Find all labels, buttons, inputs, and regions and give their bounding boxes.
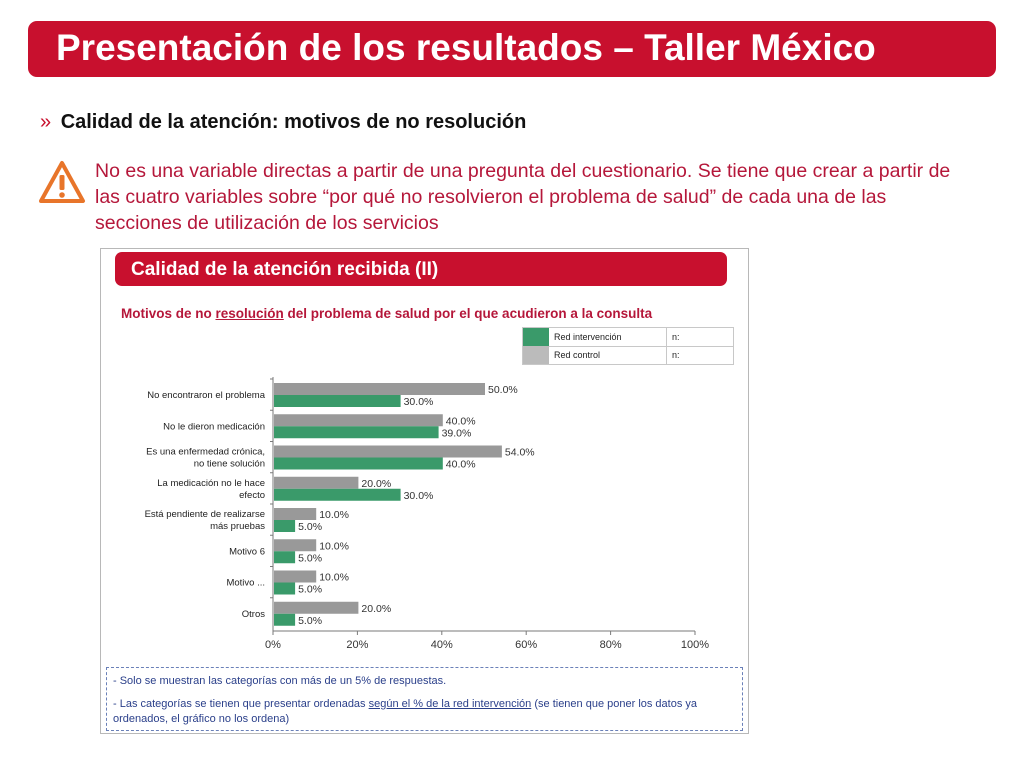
data-label-intervencion: 5.0% <box>298 552 322 564</box>
bar-control <box>274 570 317 583</box>
bar-control <box>274 383 485 395</box>
data-label-control: 10.0% <box>319 540 349 552</box>
bar-intervencion <box>274 426 439 439</box>
bar-intervencion <box>274 613 296 626</box>
slide-title: Presentación de los resultados – Taller … <box>56 27 876 68</box>
legend-label-intervencion: Red intervención <box>554 332 622 342</box>
bar-intervencion <box>274 488 401 501</box>
chart-note-2-part1: - Las categorías se tienen que presentar… <box>113 698 369 710</box>
data-label-control: 10.0% <box>319 572 349 584</box>
chart-note-2-part2: (se tienen que poner los datos ya ordena… <box>113 698 698 725</box>
category-label: No encontraron el problema <box>147 390 265 401</box>
category-label: efecto <box>239 490 265 501</box>
legend-swatch-intervencion <box>523 328 549 346</box>
data-label-control: 20.0% <box>361 478 391 490</box>
legend-swatch-control <box>523 346 549 364</box>
data-label-intervencion: 30.0% <box>404 396 434 408</box>
legend-row-control: Red control n: <box>523 346 733 364</box>
category-label: Está pendiente de realizarse <box>145 509 265 520</box>
x-tick-label: 0% <box>265 639 281 651</box>
data-label-control: 20.0% <box>361 603 391 615</box>
panel-title-bar: Calidad de la atención recibida (II) <box>115 252 727 286</box>
slide-title-bar: Presentación de los resultados – Taller … <box>28 21 996 77</box>
chart-legend: Red intervención n: Red control n: <box>522 327 734 365</box>
category-label: Motivo 6 <box>229 546 265 557</box>
bar-control <box>274 539 317 552</box>
data-label-intervencion: 5.0% <box>298 584 322 596</box>
data-label-control: 50.0% <box>488 384 518 396</box>
category-label: más pruebas <box>210 521 265 532</box>
bar-intervencion <box>274 457 443 470</box>
chart-notes-box: - Solo se muestran las categorías con má… <box>106 667 743 731</box>
bar-control <box>274 414 443 427</box>
legend-divider <box>666 346 667 364</box>
category-label: La medicación no le hace <box>157 478 265 489</box>
chart-note-1: - Solo se muestran las categorías con má… <box>113 675 447 687</box>
chart-panel: Calidad de la atención recibida (II) Mot… <box>100 248 749 734</box>
data-label-intervencion: 5.0% <box>298 521 322 533</box>
category-label: No le dieron medicación <box>163 421 265 432</box>
data-label-intervencion: 40.0% <box>446 459 476 471</box>
bar-control <box>274 508 317 520</box>
x-tick-label: 100% <box>681 639 709 651</box>
chart-title-part2: del problema de salud por el que acudier… <box>283 306 653 321</box>
warning-triangle-icon <box>39 161 85 203</box>
x-tick-label: 40% <box>431 639 453 651</box>
x-tick-label: 80% <box>600 639 622 651</box>
bar-intervencion <box>274 395 401 407</box>
legend-value-intervencion: n: <box>672 332 680 342</box>
subtitle-text: Calidad de la atención: motivos de no re… <box>60 111 527 133</box>
data-label-control: 10.0% <box>319 509 349 521</box>
legend-label-control: Red control <box>554 350 601 360</box>
panel-title: Calidad de la atención recibida (II) <box>131 259 439 280</box>
data-label-control: 54.0% <box>505 447 535 459</box>
chart-note-2-underlined: según el % de la red intervención <box>368 698 532 710</box>
warning-note: No es una variable directas a partir de … <box>95 160 951 234</box>
category-label: Otros <box>242 609 265 620</box>
chart-note-2: - Las categorías se tienen que presentar… <box>113 697 733 727</box>
data-label-intervencion: 5.0% <box>298 615 322 627</box>
data-label-intervencion: 39.0% <box>442 427 472 439</box>
bar-intervencion <box>274 520 296 532</box>
subtitle-marker: » <box>40 111 52 133</box>
legend-row-intervencion: Red intervención n: <box>523 328 733 347</box>
legend-value-control: n: <box>672 350 680 360</box>
legend-divider <box>666 328 667 346</box>
data-label-control: 40.0% <box>446 415 476 427</box>
chart-title: Motivos de no resolución del problema de… <box>121 305 711 323</box>
bar-control <box>274 445 502 458</box>
bar-control <box>274 601 359 614</box>
bar-intervencion <box>274 551 296 564</box>
bar-control <box>274 476 359 489</box>
data-label-intervencion: 30.0% <box>404 490 434 502</box>
chart-title-underlined: resolución <box>215 306 284 321</box>
x-tick-label: 20% <box>346 639 368 651</box>
category-label: no tiene solución <box>194 459 265 470</box>
bar-intervencion <box>274 582 296 595</box>
bar-chart: 0% 20% 40% 60% 80% 100% No encontraron el prob… <box>145 377 709 651</box>
chart-title-part1: Motivos de no <box>121 306 216 321</box>
section-subtitle: » Calidad de la atención: motivos de no … <box>40 111 526 134</box>
x-tick-label: 60% <box>515 639 537 651</box>
category-label: Motivo ... <box>226 578 265 589</box>
category-label: Es una enfermedad crónica, <box>146 447 265 458</box>
